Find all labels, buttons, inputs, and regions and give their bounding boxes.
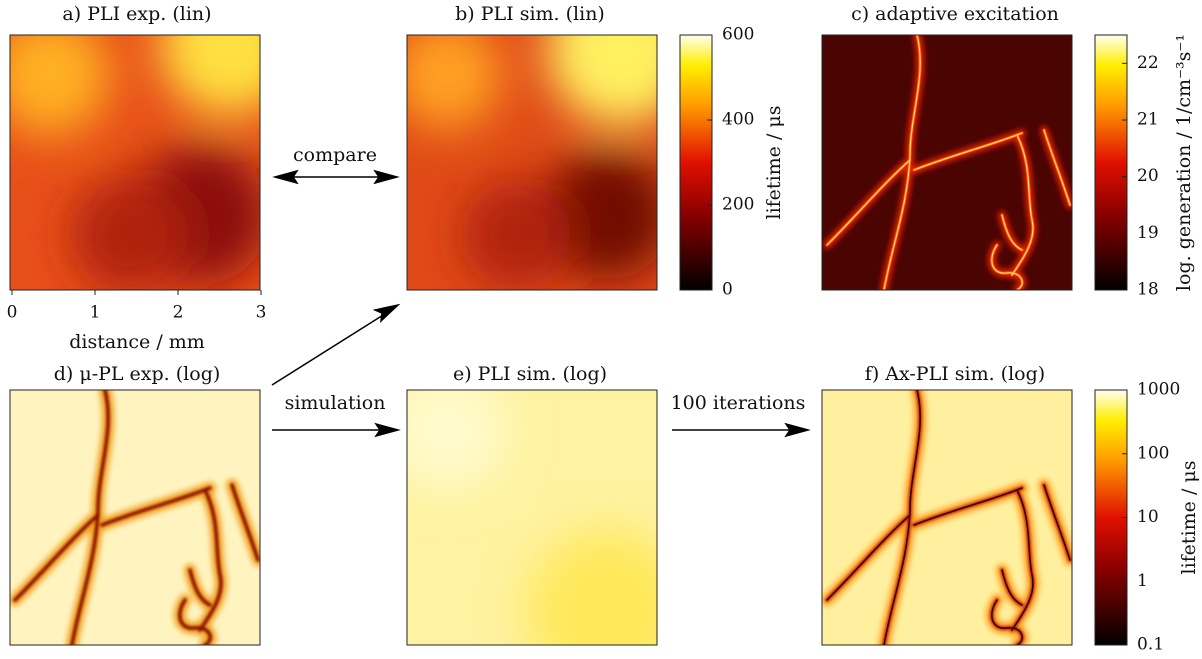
panel-title: a) PLI exp. (lin) [62, 3, 211, 25]
panel-d [10, 390, 260, 645]
figure: compare simulation 100 iterations distan… [0, 0, 1202, 659]
colorbar-tick-label: 100 [1137, 443, 1169, 463]
panel-a [0, 0, 300, 295]
colorbar-tick-label: 600 [722, 25, 754, 45]
colorbar-tick-label: 400 [722, 110, 754, 130]
x-tick-label: 2 [173, 303, 184, 323]
colorbar-tick-label: 22 [1137, 53, 1159, 73]
colorbar-tick-label: 10 [1137, 507, 1159, 527]
arrow-label: 100 iterations [671, 392, 806, 414]
panel-title: f) Ax-PLI sim. (log) [865, 363, 1045, 385]
colorbar-tick-label: 200 [722, 195, 754, 215]
panel-title: c) adaptive excitation [851, 3, 1059, 25]
panel-f [822, 390, 1072, 645]
colorbar-tick-label: 21 [1137, 110, 1159, 130]
colorbar-tick-label: 19 [1137, 223, 1159, 243]
x-tick-label: 1 [90, 303, 101, 323]
colorbar-tick-label: 0 [722, 280, 733, 300]
colorbar [1095, 35, 1127, 290]
colorbar-tick-label: 20 [1137, 166, 1159, 186]
colorbar-label: log. generation / 1/cm⁻³s⁻¹ [1173, 34, 1195, 291]
colorbar-tick-label: 0.1 [1137, 635, 1164, 655]
colorbar-tick-label: 1000 [1137, 380, 1180, 400]
colorbar-label: lifetime / μs [1178, 461, 1200, 575]
x-tick-label: 0 [7, 303, 18, 323]
x-axis-label: distance / mm [69, 331, 205, 353]
panel-title: e) PLI sim. (log) [453, 363, 607, 385]
panel-b [392, 0, 697, 290]
colorbar-tick-label: 1 [1137, 571, 1148, 591]
colorbar-tick-label: 18 [1137, 280, 1159, 300]
panel-title: d) μ-PL exp. (log) [54, 363, 221, 385]
panel-c [822, 35, 1072, 290]
colorbar-label: lifetime / μs [763, 106, 785, 220]
panel-title: b) PLI sim. (lin) [455, 3, 605, 25]
colorbar [680, 35, 712, 290]
panel-e [387, 370, 687, 659]
x-tick-label: 3 [256, 303, 267, 323]
arrow-label: simulation [285, 392, 386, 414]
arrow-label: compare [293, 144, 377, 166]
